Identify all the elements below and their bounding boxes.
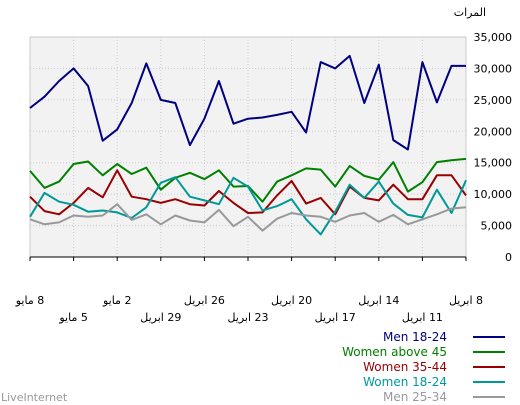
y-tick-label: 25,000 (474, 94, 513, 107)
series-line (29, 169, 467, 216)
legend-label: Men 25-34 (383, 390, 447, 404)
series-line (29, 203, 467, 232)
y-tick-label: 15,000 (474, 157, 513, 170)
series-line (29, 176, 467, 236)
y-tick-label: 30,000 (474, 62, 513, 75)
y-axis-label: المرات (454, 6, 486, 19)
x-tick-label: 26 ابريل (184, 294, 225, 307)
x-tick-label: 17 ابريل (315, 311, 356, 324)
x-tick-label: 20 ابريل (271, 294, 312, 307)
y-tick-label: 10,000 (474, 188, 513, 201)
legend-label: Women above 45 (342, 345, 447, 359)
series-line (29, 54, 466, 151)
x-tick-label: 8 مايو (15, 294, 44, 307)
legend-label: Women 18-24 (363, 375, 447, 389)
x-tick-label: 8 ابريل (449, 294, 483, 307)
series-lines (29, 54, 467, 236)
y-axis: 0 5,000 10,000 15,000 20,000 25,000 30,000 35,0… (474, 31, 513, 264)
x-tick-label: 5 مايو (58, 311, 87, 324)
legend-label: Women 35-44 (363, 360, 447, 374)
x-tick-label: 29 ابريل (140, 311, 181, 324)
y-tick-label: 35,000 (474, 31, 513, 44)
x-tick-label: 23 ابريل (227, 311, 268, 324)
x-tick-label: 11 ابريل (402, 311, 443, 324)
y-tick-label: 20,000 (474, 125, 513, 138)
plot-area (29, 36, 467, 258)
y-tick-label: 5,000 (481, 220, 513, 233)
brand-logo-text: LiveInternet (1, 391, 68, 404)
x-tick-label: 2 مايو (102, 294, 131, 307)
y-tick-label: 0 (505, 251, 512, 264)
x-tick-label: 14 ابريل (358, 294, 399, 307)
legend-label: Men 18-24 (383, 330, 447, 344)
